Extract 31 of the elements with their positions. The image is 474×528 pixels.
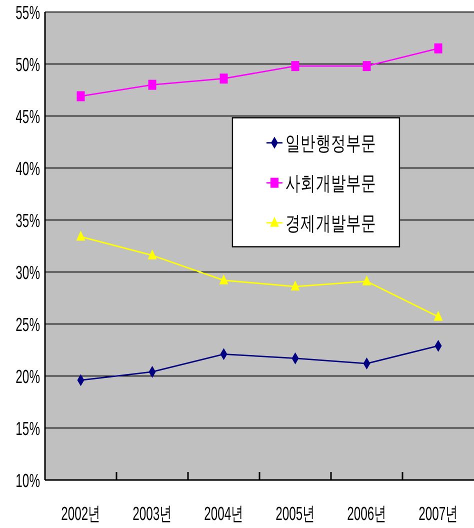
point (362, 275, 372, 286)
y-tick-label: 15% (16, 420, 40, 440)
y-tick-label: 55% (16, 4, 40, 24)
y-tick-label: 45% (16, 108, 40, 128)
x-tick-label: 2007년 (418, 504, 458, 525)
y-tick-label: 50% (16, 56, 40, 76)
point (290, 280, 300, 291)
point (219, 274, 228, 284)
point (76, 91, 85, 102)
point (291, 61, 300, 72)
y-tick-label: 25% (16, 316, 40, 336)
x-tick-label: 2004년 (204, 504, 244, 525)
y-tick-label: 30% (16, 264, 40, 284)
y-tick-label: 10% (16, 472, 40, 492)
point (220, 74, 228, 84)
point (76, 230, 86, 241)
y-tick-label: 35% (16, 212, 40, 232)
legend-label: 일반행정부문 (285, 132, 376, 154)
point (434, 43, 442, 54)
legend-label: 경제개발부문 (285, 212, 376, 234)
legend-label: 사회개발부문 (285, 172, 376, 194)
x-tick-label: 2005년 (276, 504, 315, 525)
point (148, 80, 156, 90)
point (148, 249, 157, 260)
x-tick-label: 2006년 (347, 504, 386, 525)
x-tick-label: 2003년 (132, 504, 172, 525)
y-tick-label: 40% (16, 160, 40, 180)
point (434, 310, 443, 321)
x-tick-label: 2002년 (61, 504, 100, 525)
point (362, 61, 371, 72)
y-tick-label: 20% (16, 368, 40, 388)
